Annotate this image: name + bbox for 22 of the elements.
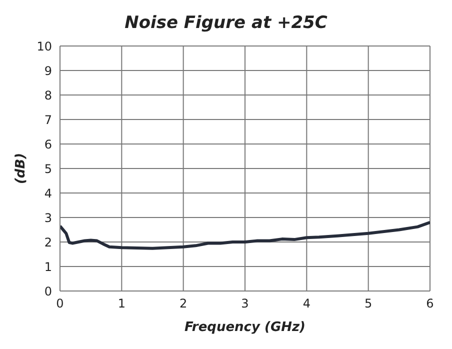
y-axis-title: (dB) [14, 152, 29, 184]
chart-title: Noise Figure at +25C [124, 12, 328, 35]
y-tick-label: 8 [44, 88, 52, 102]
line-series [60, 220, 430, 250]
y-tick-label: 7 [44, 112, 52, 127]
y-tick-label: 4 [44, 186, 52, 200]
x-tick-label: 6 [426, 296, 434, 311]
y-tick-label: 2 [44, 235, 52, 250]
x-tick-label: 5 [364, 296, 372, 311]
y-tick-label: 5 [44, 162, 52, 176]
x-tick-label: 4 [302, 296, 310, 311]
y-tick-label: 1 [44, 260, 52, 274]
x-tick-label: 2 [180, 296, 188, 311]
y-tick-label: 0 [44, 284, 52, 298]
y-tick-label: 6 [44, 137, 52, 152]
y-tick-label: 3 [44, 210, 52, 225]
x-tick-label: 1 [118, 296, 126, 311]
x-tick-label: 0 [56, 296, 64, 311]
x-tick-label: 3 [241, 296, 249, 311]
x-axis-title: Frequency (GHz) [184, 320, 306, 335]
y-tick-label: 9 [44, 64, 52, 78]
y-tick-label: 10 [36, 39, 52, 54]
